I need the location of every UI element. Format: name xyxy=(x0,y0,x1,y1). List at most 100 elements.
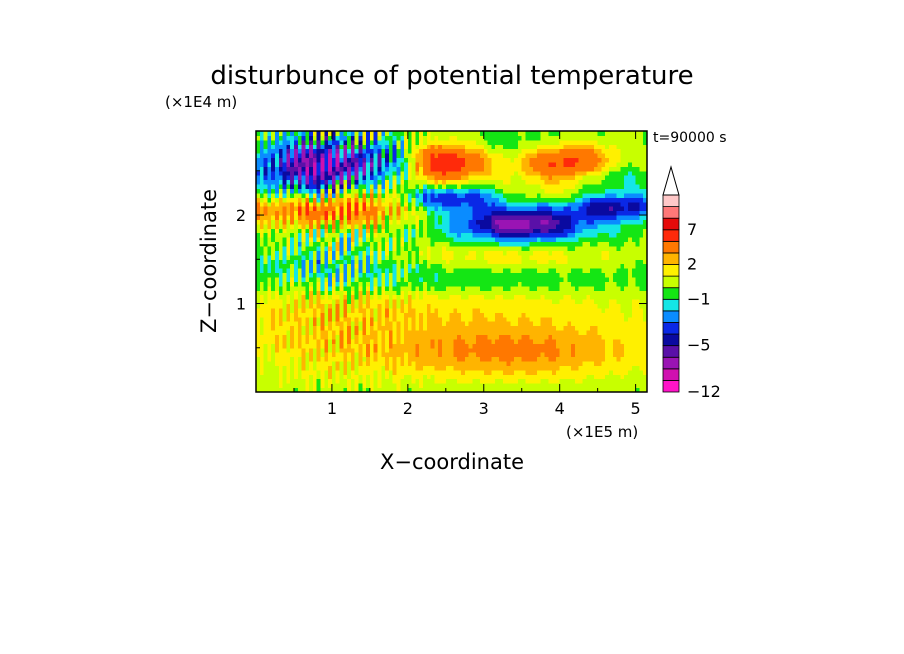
heatmap-cell xyxy=(350,307,356,313)
heatmap-cell xyxy=(502,361,508,366)
heatmap-cell xyxy=(381,192,386,198)
heatmap-cell xyxy=(373,285,378,291)
heatmap-cell xyxy=(331,246,337,251)
heatmap-cell xyxy=(293,197,299,203)
heatmap-cell xyxy=(483,232,489,238)
heatmap-cell xyxy=(411,184,416,189)
heatmap-cell xyxy=(358,254,363,260)
heatmap-cell xyxy=(316,223,322,229)
heatmap-cell xyxy=(510,321,515,327)
heatmap-cell xyxy=(366,148,371,154)
heatmap-cell xyxy=(423,334,428,340)
heatmap-cell xyxy=(483,387,489,393)
heatmap-cell xyxy=(571,250,576,256)
heatmap-cell xyxy=(312,232,318,238)
heatmap-cell xyxy=(358,206,363,212)
heatmap-cell xyxy=(529,383,534,389)
heatmap-cell xyxy=(400,347,405,353)
heatmap-cell xyxy=(438,170,443,176)
heatmap-cell xyxy=(381,166,386,172)
heatmap-cell xyxy=(343,352,348,358)
heatmap-cell xyxy=(438,135,443,141)
heatmap-cell xyxy=(339,383,344,389)
heatmap-cell xyxy=(350,299,356,305)
heatmap-cell xyxy=(442,250,447,256)
heatmap-cell xyxy=(510,343,515,349)
heatmap-cell xyxy=(442,219,447,225)
heatmap-cell xyxy=(544,144,549,150)
heatmap-cell xyxy=(453,246,458,251)
heatmap-cell xyxy=(407,321,413,327)
heatmap-cell xyxy=(328,378,333,384)
heatmap-cell xyxy=(392,241,397,247)
heatmap-cell xyxy=(548,131,553,136)
heatmap-cell xyxy=(411,356,416,362)
heatmap-cell xyxy=(278,343,284,349)
heatmap-cell xyxy=(328,374,333,380)
heatmap-cell xyxy=(297,179,303,185)
heatmap-cell xyxy=(430,166,435,172)
heatmap-cell xyxy=(506,131,511,136)
heatmap-cell xyxy=(423,192,428,198)
heatmap-cell xyxy=(290,259,295,265)
heatmap-cell xyxy=(309,135,314,141)
heatmap-cell xyxy=(563,299,568,305)
heatmap-cell xyxy=(343,299,348,305)
heatmap-cell xyxy=(274,157,280,163)
heatmap-cell xyxy=(563,259,568,265)
heatmap-cell xyxy=(278,290,284,296)
heatmap-cell xyxy=(468,184,473,189)
heatmap-cell xyxy=(274,347,280,353)
heatmap-cell xyxy=(567,343,572,349)
heatmap-cell xyxy=(426,250,432,256)
heatmap-cell xyxy=(498,352,504,358)
heatmap-cell xyxy=(366,157,371,163)
heatmap-cell xyxy=(392,268,397,274)
heatmap-cell xyxy=(267,161,272,167)
heatmap-cell xyxy=(434,343,439,349)
heatmap-cell xyxy=(373,299,378,305)
heatmap-cell xyxy=(347,330,352,335)
heatmap-cell xyxy=(521,378,527,384)
heatmap-cell xyxy=(263,228,268,234)
heatmap-cell xyxy=(536,192,542,198)
heatmap-cell xyxy=(445,246,451,251)
heatmap-cell xyxy=(460,219,466,225)
heatmap-cell xyxy=(263,356,268,362)
heatmap-cell xyxy=(392,276,397,282)
heatmap-cell xyxy=(381,330,386,335)
heatmap-cell xyxy=(533,144,538,150)
heatmap-cell xyxy=(453,312,458,318)
heatmap-cell xyxy=(274,378,280,384)
heatmap-cell xyxy=(301,219,306,225)
heatmap-cell xyxy=(552,338,557,344)
heatmap-cell xyxy=(521,192,527,198)
heatmap-cell xyxy=(453,144,458,150)
heatmap-cell xyxy=(438,352,443,358)
heatmap-cell xyxy=(479,321,485,327)
heatmap-cell xyxy=(297,144,303,150)
heatmap-cell xyxy=(533,307,538,313)
heatmap-cell xyxy=(407,219,413,225)
heatmap-cell xyxy=(316,307,322,313)
heatmap-cell xyxy=(438,276,443,282)
heatmap-cell xyxy=(385,268,390,274)
heatmap-cell xyxy=(540,241,546,247)
heatmap-cell xyxy=(434,161,439,167)
heatmap-cell xyxy=(324,184,329,189)
heatmap-cell xyxy=(445,299,451,305)
heatmap-cell xyxy=(358,184,363,189)
heatmap-cell xyxy=(377,387,382,393)
heatmap-cell xyxy=(502,135,508,141)
heatmap-cell xyxy=(400,334,405,340)
heatmap-cell xyxy=(388,383,394,389)
heatmap-cell xyxy=(419,232,424,238)
heatmap-cell xyxy=(350,263,356,269)
heatmap-cell xyxy=(381,188,386,194)
heatmap-cell xyxy=(339,139,344,145)
heatmap-cell xyxy=(396,387,401,393)
heatmap-cell xyxy=(502,303,508,309)
heatmap-cell xyxy=(567,161,572,167)
heatmap-cell xyxy=(407,184,413,189)
heatmap-cell xyxy=(430,157,435,163)
